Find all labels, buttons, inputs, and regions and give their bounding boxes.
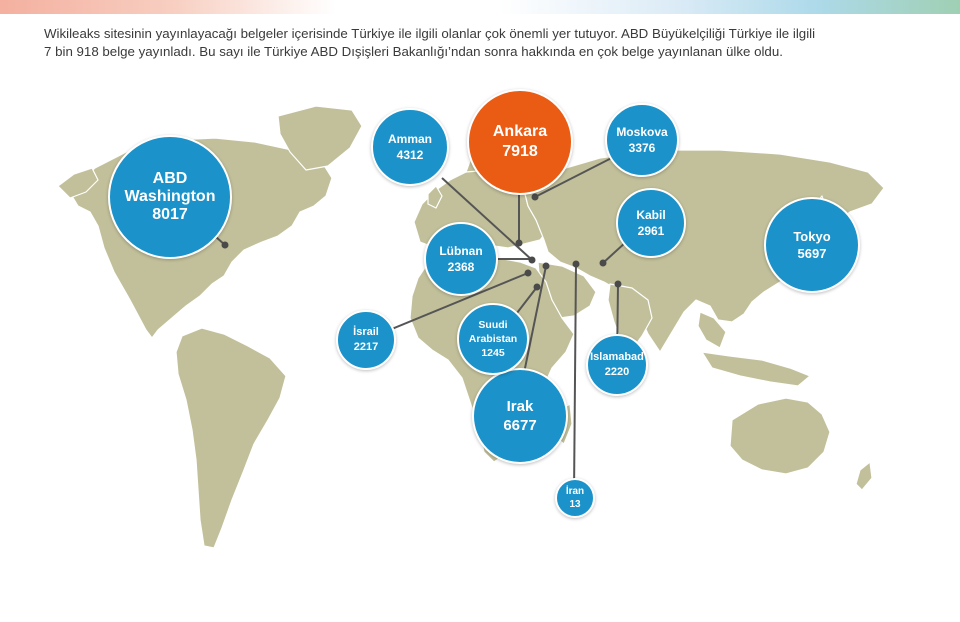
greenland	[277, 105, 363, 171]
bubble-iran: İran 13	[555, 478, 595, 518]
iran-connector	[573, 263, 577, 495]
new-zealand	[855, 461, 873, 491]
bubble-irak-count: 6677	[503, 417, 537, 434]
bubble-israil-count: 2217	[353, 341, 379, 353]
bubble-lubnan-count: 2368	[447, 260, 475, 274]
bubble-iran-count: 13	[569, 499, 581, 510]
uk	[427, 185, 443, 209]
bubble-ankara: Ankara 7918	[467, 89, 573, 195]
bubble-ankara-label: Ankara	[492, 123, 548, 140]
bubble-kabil-count: 2961	[637, 224, 665, 238]
irak-dot	[542, 262, 550, 270]
bubble-amman-count: 4312	[396, 148, 424, 162]
alaska	[57, 167, 99, 199]
south-america	[175, 327, 287, 549]
intro-line-2: 7 bin 918 belge yayınladı. Bu sayı ile T…	[44, 44, 783, 59]
australia	[729, 397, 831, 475]
bubble-kabil-label: Kabil	[636, 208, 666, 222]
bubble-washington-label-1: ABD	[152, 170, 188, 187]
bubble-iran-label: İran	[565, 486, 585, 497]
bubble-amman-label: Amman	[387, 132, 432, 146]
bubble-washington: ABD Washington 8017	[108, 135, 232, 259]
indonesia	[701, 351, 811, 387]
kabil-dot	[599, 259, 607, 267]
bubble-irak-label: Irak	[506, 398, 534, 415]
bubble-suudi-label-2: Arabistan	[468, 333, 518, 345]
header-gradient-strip	[0, 0, 960, 14]
bubble-moskova: Moskova 3376	[605, 103, 679, 177]
bubble-suudi-count: 1245	[481, 347, 505, 359]
bubble-washington-count: 8017	[152, 206, 188, 223]
bubble-kabil: Kabil 2961	[616, 188, 686, 258]
bubble-israil-label: İsrail	[353, 326, 379, 338]
moskova-dot	[531, 193, 539, 201]
bubble-ankara-count: 7918	[502, 143, 538, 160]
suudi-dot	[533, 283, 541, 291]
southeast-asia	[697, 311, 727, 349]
iran-dot	[572, 260, 580, 268]
bubble-irak: Irak 6677	[472, 368, 568, 464]
bubble-amman: Amman 4312	[371, 108, 449, 186]
intro-text: Wikileaks sitesinin yayınlayacağı belgel…	[44, 25, 934, 61]
bubble-tokyo-label: Tokyo	[793, 229, 831, 244]
bubble-lubnan: Lübnan 2368	[424, 222, 498, 296]
washington-dot	[221, 241, 229, 249]
bubble-washington-label-2: Washington	[124, 188, 216, 205]
bubble-lubnan-label: Lübnan	[439, 244, 483, 258]
bubble-islamabad: Islamabad 2220	[586, 334, 648, 396]
bubble-tokyo-count: 5697	[797, 246, 827, 261]
islamabad-dot	[614, 280, 622, 288]
amman-connector	[441, 177, 533, 261]
bubble-islamabad-label: Islamabad	[590, 351, 644, 363]
connector-dots	[221, 193, 622, 291]
ankara-dot	[515, 239, 523, 247]
israil-dot	[524, 269, 532, 277]
bubble-moskova-label: Moskova	[616, 125, 668, 139]
bubble-moskova-count: 3376	[628, 141, 656, 155]
bubble-islamabad-count: 2220	[604, 366, 630, 378]
bubble-suudi-arabistan: Suudi Arabistan 1245	[457, 303, 529, 375]
amman-dot	[528, 256, 536, 264]
bubble-suudi-label-1: Suudi	[478, 319, 508, 331]
intro-line-1: Wikileaks sitesinin yayınlayacağı belgel…	[44, 26, 816, 41]
bubble-tokyo: Tokyo 5697	[764, 197, 860, 293]
bubble-israil: İsrail 2217	[336, 310, 396, 370]
